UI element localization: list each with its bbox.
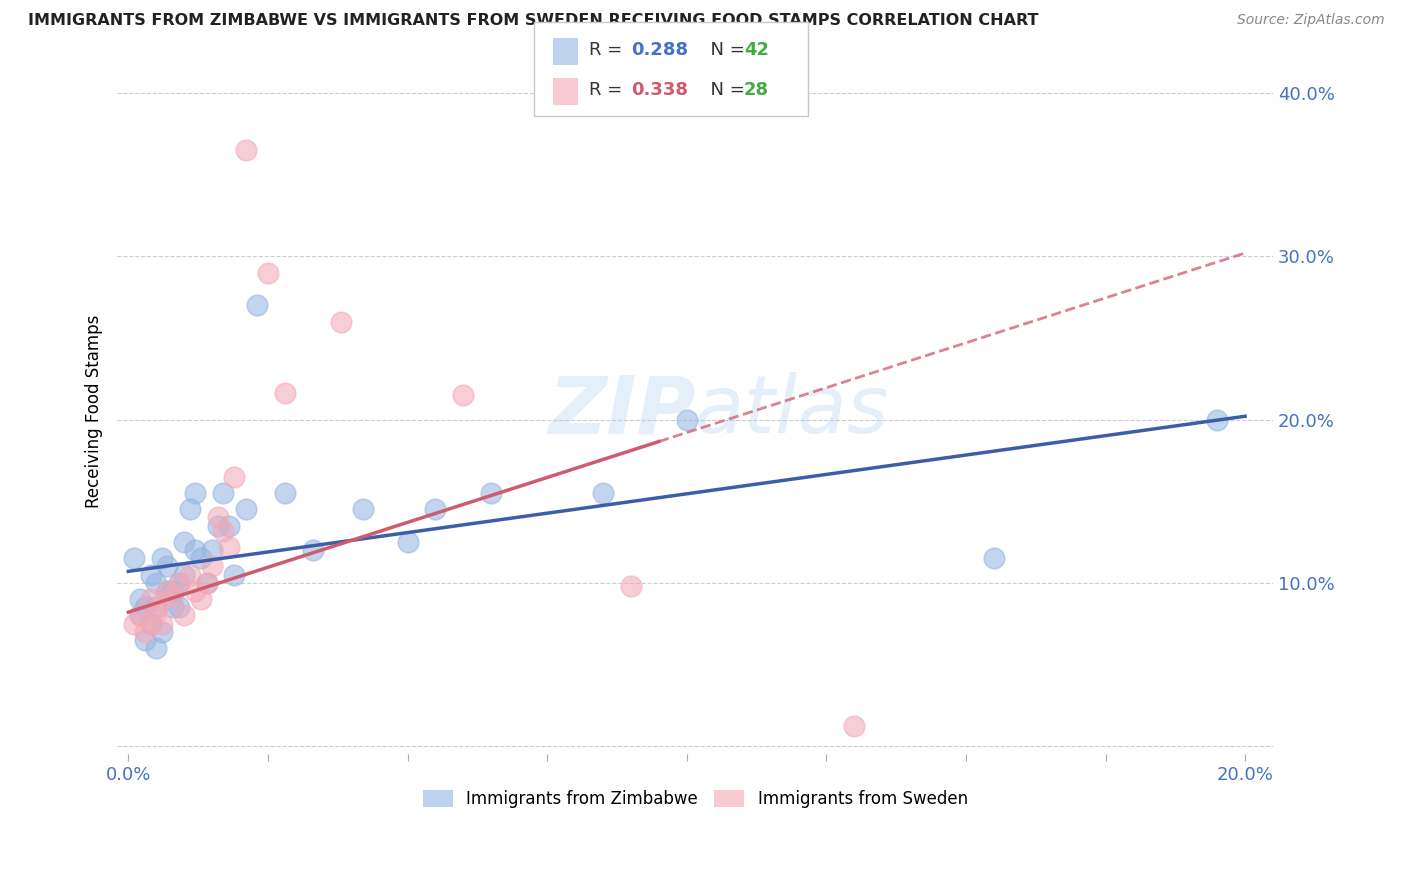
Point (156, 583, 179, 598)
Point (150, 624, 173, 639)
Point (167, 575, 190, 590)
Point (167, 575, 190, 590)
Text: N =: N = (699, 81, 751, 99)
Text: R =: R = (589, 42, 628, 60)
Point (145, 641, 167, 656)
Text: atlas: atlas (695, 372, 890, 450)
Point (145, 605, 167, 619)
Point (145, 600, 167, 615)
Point (224, 567, 246, 582)
Point (212, 486, 235, 500)
Point (139, 616, 162, 631)
Text: R =: R = (589, 81, 628, 99)
Point (479, 486, 502, 500)
Point (207, 518, 229, 533)
Point (246, 298, 269, 312)
Point (453, 388, 475, 402)
Point (128, 592, 150, 607)
Point (212, 524, 235, 538)
Point (273, 386, 295, 401)
Text: IMMIGRANTS FROM ZIMBABWE VS IMMIGRANTS FROM SWEDEN RECEIVING FOOD STAMPS CORRELA: IMMIGRANTS FROM ZIMBABWE VS IMMIGRANTS F… (28, 13, 1039, 29)
Point (139, 567, 162, 582)
Point (592, 486, 614, 500)
Point (235, 502, 257, 516)
Point (235, 143, 257, 157)
Point (167, 600, 190, 615)
Point (156, 559, 179, 574)
Point (179, 502, 201, 516)
Point (128, 608, 150, 623)
Text: ZIP: ZIP (548, 372, 695, 450)
Point (190, 592, 212, 607)
Point (224, 469, 246, 483)
Point (983, 551, 1005, 566)
Y-axis label: Receiving Food Stamps: Receiving Food Stamps (86, 315, 103, 508)
Point (150, 595, 173, 609)
Point (162, 583, 184, 598)
Point (201, 543, 224, 558)
Point (329, 315, 352, 329)
Point (139, 592, 162, 607)
Point (150, 616, 173, 631)
Point (257, 266, 280, 280)
Point (195, 575, 218, 590)
Text: Source: ZipAtlas.com: Source: ZipAtlas.com (1237, 13, 1385, 28)
Point (173, 535, 195, 549)
Point (425, 502, 447, 516)
Point (218, 518, 240, 533)
Point (134, 632, 156, 647)
Point (273, 486, 295, 500)
Point (162, 600, 184, 615)
Point (134, 600, 156, 615)
Point (184, 583, 207, 598)
Point (179, 567, 201, 582)
Point (162, 589, 184, 603)
Text: 28: 28 (744, 81, 769, 99)
Point (173, 608, 195, 623)
Point (207, 510, 229, 524)
Point (675, 412, 697, 426)
Text: N =: N = (699, 42, 751, 60)
Point (156, 583, 179, 598)
Point (844, 719, 866, 733)
Point (134, 624, 156, 639)
Point (184, 543, 207, 558)
Legend: Immigrants from Zimbabwe, Immigrants from Sweden: Immigrants from Zimbabwe, Immigrants fro… (416, 783, 974, 814)
Point (301, 543, 323, 558)
Point (1206, 412, 1229, 426)
Point (128, 608, 150, 623)
Point (173, 567, 195, 582)
Point (352, 502, 374, 516)
Text: 0.338: 0.338 (631, 81, 689, 99)
Point (184, 486, 207, 500)
Point (201, 559, 224, 574)
Text: 0.288: 0.288 (631, 42, 689, 60)
Point (195, 575, 218, 590)
Point (145, 575, 167, 590)
Point (620, 579, 643, 593)
Point (122, 616, 145, 631)
Point (139, 616, 162, 631)
Point (150, 551, 173, 566)
Point (190, 551, 212, 566)
Text: 42: 42 (744, 42, 769, 60)
Point (396, 535, 419, 549)
Point (218, 540, 240, 554)
Point (122, 551, 145, 566)
